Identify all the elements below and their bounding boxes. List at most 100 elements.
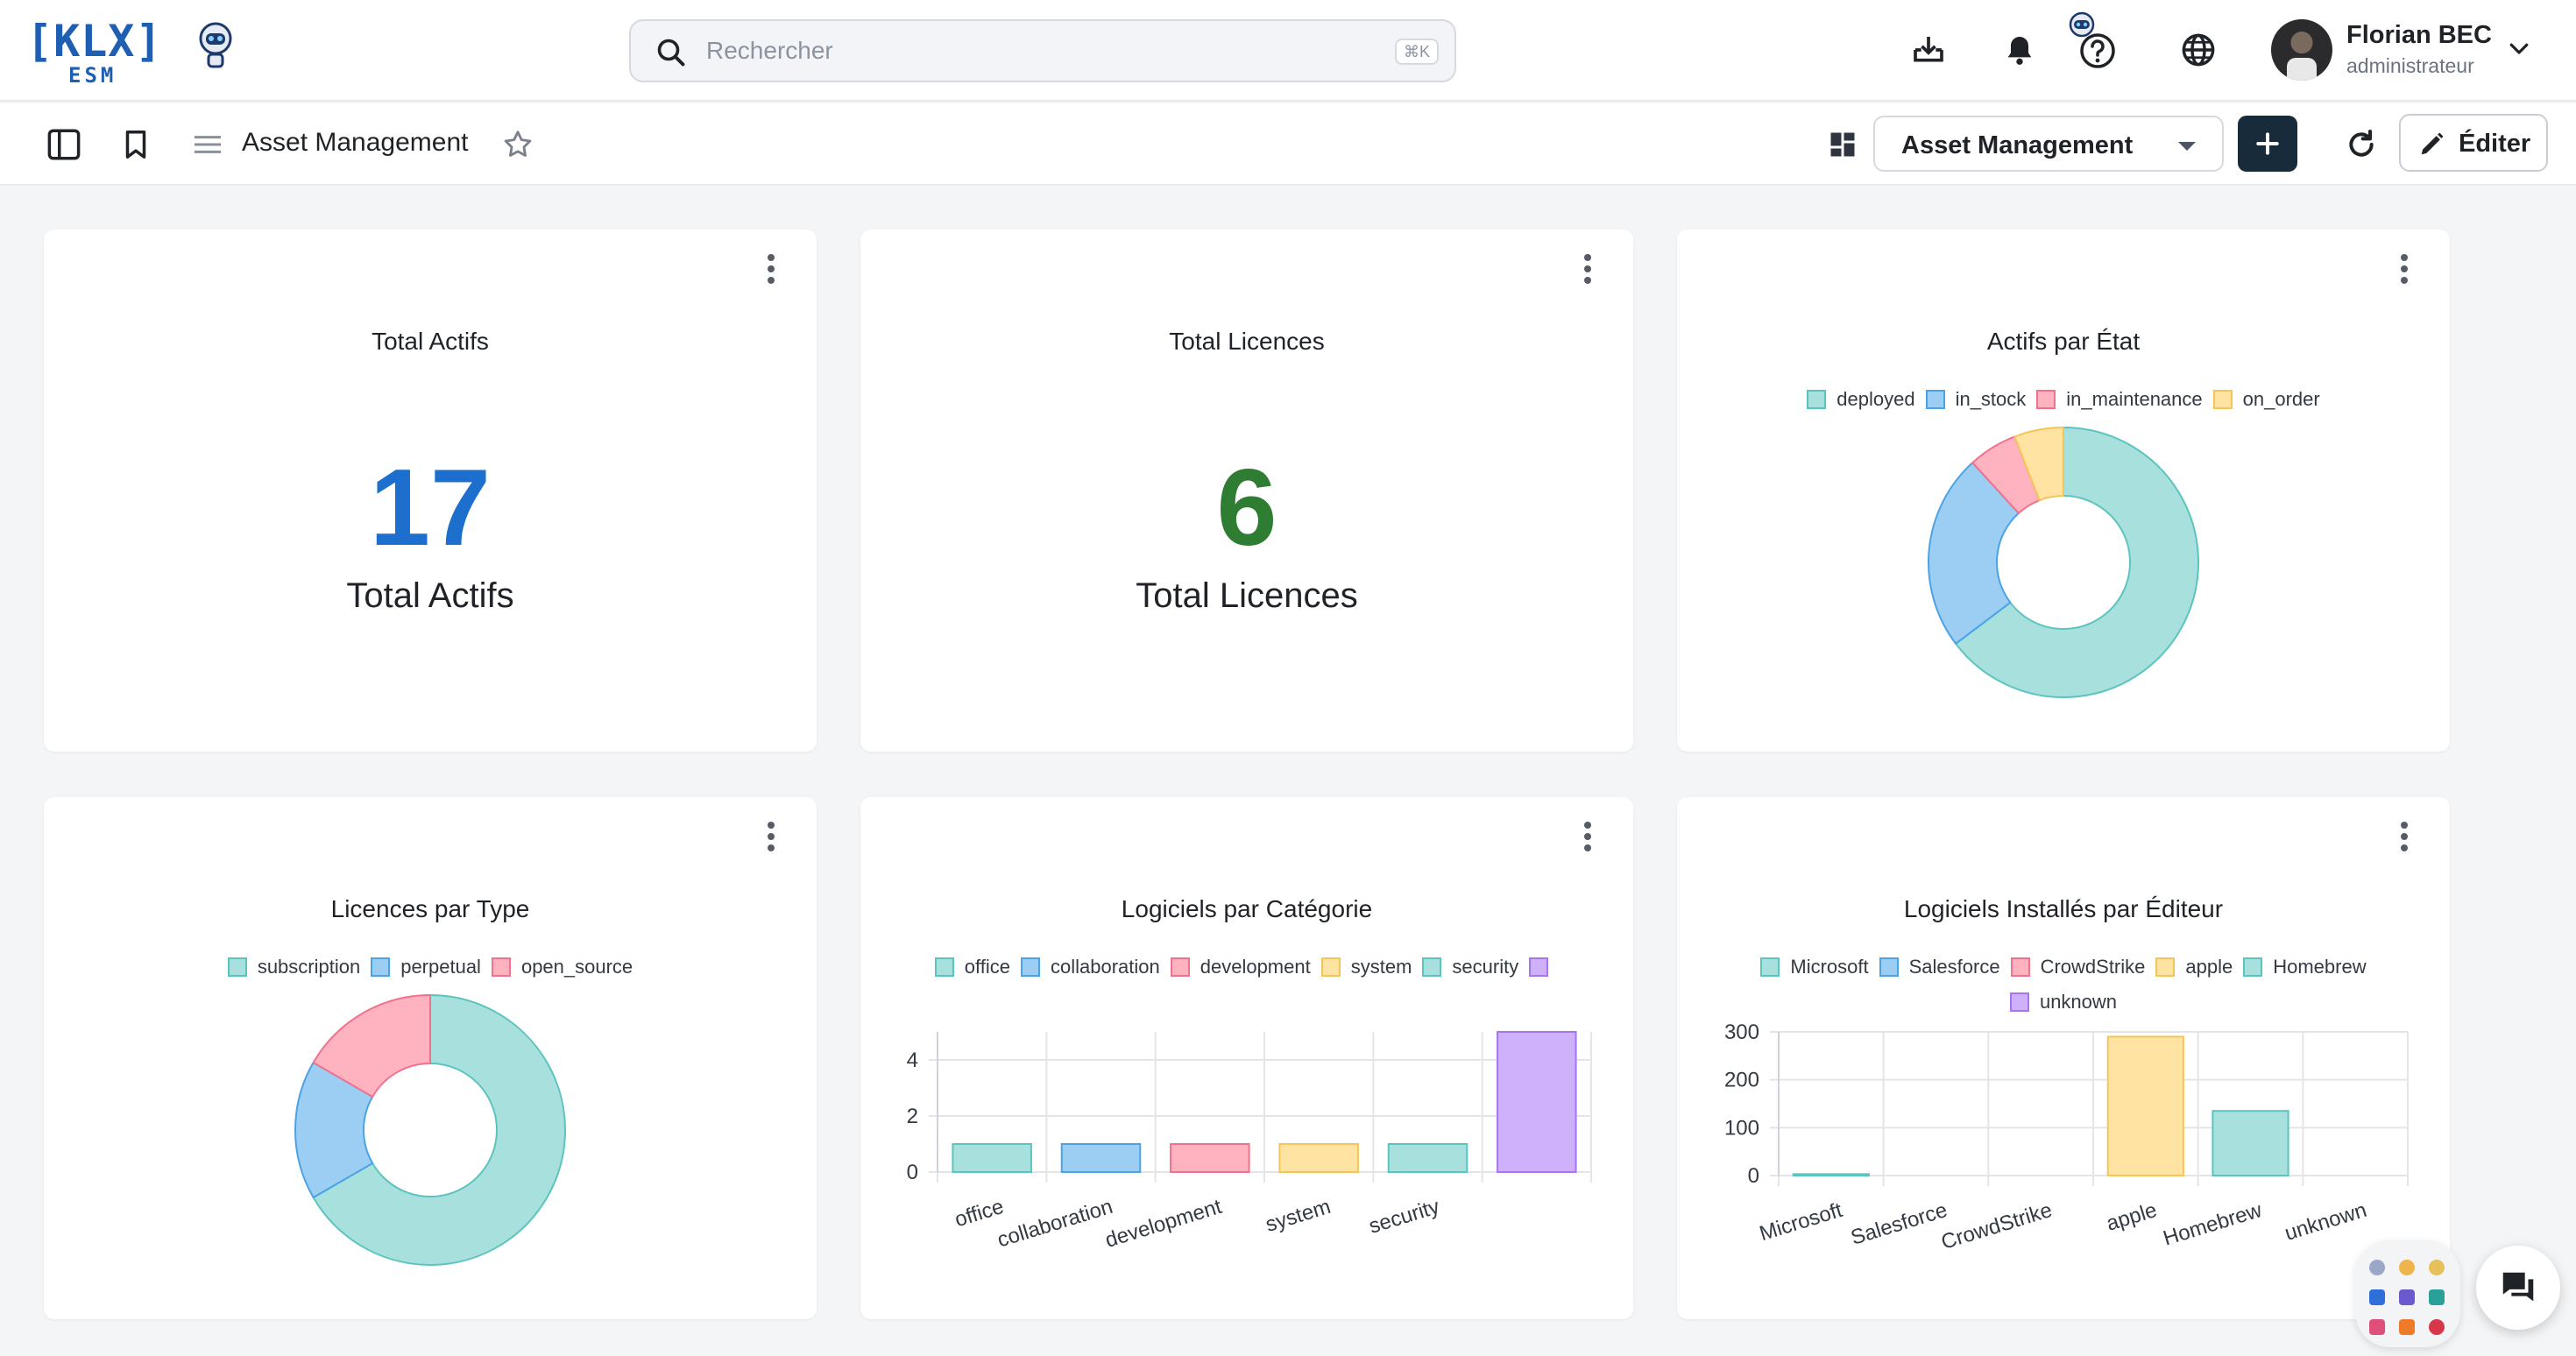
donut-slice-in_stock[interactable] bbox=[1928, 461, 2020, 646]
y-tick-label: 200 bbox=[1724, 1069, 1759, 1092]
donut-slice-deployed[interactable] bbox=[1954, 426, 2199, 698]
legend-item[interactable]: system bbox=[1320, 950, 1412, 985]
chevron-down-icon[interactable] bbox=[2506, 35, 2532, 61]
widget-menu-button[interactable] bbox=[762, 254, 780, 289]
legend-swatch bbox=[1422, 957, 1442, 977]
donut-chart bbox=[1928, 426, 2199, 698]
legend-item[interactable]: in_maintenance bbox=[2036, 382, 2203, 417]
legend-label: CrowdStrike bbox=[2040, 956, 2146, 978]
language-button[interactable] bbox=[2175, 26, 2222, 74]
toggle-sidebar-button[interactable] bbox=[40, 121, 88, 168]
kpi-value: 6 bbox=[1216, 448, 1277, 569]
star-outline-icon bbox=[504, 131, 532, 157]
legend-swatch bbox=[2212, 390, 2233, 409]
donut-slice-subscription[interactable] bbox=[312, 993, 566, 1266]
legend-item[interactable]: Salesforce bbox=[1879, 950, 2000, 985]
notifications-button[interactable] bbox=[1996, 26, 2043, 74]
search-input[interactable] bbox=[706, 33, 1320, 68]
hamburger-menu-icon bbox=[195, 136, 221, 153]
y-tick-label: 100 bbox=[1724, 1116, 1759, 1140]
legend-label: development bbox=[1200, 956, 1311, 978]
donut-chart bbox=[294, 993, 566, 1266]
plus-icon bbox=[2256, 132, 2279, 155]
widget-menu-button[interactable] bbox=[762, 822, 780, 857]
edit-button[interactable]: Éditer bbox=[2399, 114, 2548, 172]
legend-item[interactable]: on_order bbox=[2212, 382, 2320, 417]
bar-security[interactable] bbox=[1387, 1143, 1468, 1173]
widget-actifs-par-etat: Actifs par État deployed in_stock in_maint… bbox=[1677, 230, 2450, 752]
legend-item[interactable]: perpetual bbox=[371, 950, 481, 985]
widget-menu-button[interactable] bbox=[1579, 822, 1596, 857]
legend-item[interactable] bbox=[1529, 950, 1559, 985]
bar-system[interactable] bbox=[1278, 1143, 1359, 1173]
chart-legend: office collaboration development system secu… bbox=[860, 950, 1633, 985]
legend-item[interactable]: office bbox=[934, 950, 1010, 985]
widget-menu-button[interactable] bbox=[2396, 254, 2413, 289]
chat-button[interactable] bbox=[2476, 1246, 2560, 1330]
widget-total-actifs: Total Actifs 17 Total Actifs bbox=[44, 230, 817, 752]
widget-menu-button[interactable] bbox=[1579, 254, 1596, 289]
legend-item[interactable]: Microsoft bbox=[1760, 950, 1869, 985]
kebab-menu-icon bbox=[768, 254, 775, 261]
search-bar[interactable]: ⌘K bbox=[629, 19, 1456, 82]
legend-item[interactable]: security bbox=[1422, 950, 1518, 985]
legend-item[interactable]: CrowdStrike bbox=[2010, 950, 2146, 985]
kebab-menu-icon bbox=[1584, 822, 1591, 829]
download-icon bbox=[1914, 37, 1943, 62]
x-tick-label: CrowdStrike bbox=[1938, 1198, 2055, 1254]
dashboard-grid-button[interactable] bbox=[1819, 121, 1866, 168]
widget-logiciels-par-categorie: Logiciels par Catégorie office collaborat… bbox=[860, 797, 1633, 1319]
bar-apple[interactable] bbox=[2106, 1035, 2184, 1177]
app-launcher-widget[interactable] bbox=[2355, 1240, 2460, 1347]
bar-Homebrew[interactable] bbox=[2212, 1110, 2289, 1177]
bar-office[interactable] bbox=[952, 1143, 1032, 1173]
legend-item[interactable]: collaboration bbox=[1020, 950, 1160, 985]
user-name[interactable]: Florian BEC bbox=[2346, 21, 2492, 49]
favorite-button[interactable] bbox=[494, 121, 541, 168]
widget-title: Licences par Type bbox=[330, 895, 530, 922]
x-tick-label: system bbox=[1263, 1195, 1334, 1237]
download-button[interactable] bbox=[1905, 26, 1952, 74]
donut-slice-open_source[interactable] bbox=[312, 993, 431, 1098]
chart-legend: subscription perpetual open_source bbox=[44, 950, 817, 985]
legend-item[interactable]: open_source bbox=[491, 950, 633, 985]
widget-menu-button[interactable] bbox=[2396, 822, 2413, 857]
widget-title: Total Licences bbox=[1169, 328, 1325, 355]
robot-mascot-icon bbox=[199, 22, 232, 68]
donut-slice-perpetual[interactable] bbox=[294, 1061, 374, 1199]
add-widget-button[interactable] bbox=[2238, 116, 2297, 172]
legend-swatch bbox=[2155, 957, 2176, 977]
refresh-button[interactable] bbox=[2338, 121, 2385, 168]
legend-swatch bbox=[1170, 957, 1190, 977]
dashboard-grid-icon bbox=[1830, 132, 1855, 157]
bar-collaboration[interactable] bbox=[1060, 1143, 1142, 1173]
legend-item[interactable]: subscription bbox=[227, 950, 360, 985]
legend-label: security bbox=[1452, 956, 1519, 978]
legend-item[interactable]: development bbox=[1170, 950, 1311, 985]
bar-Microsoft[interactable] bbox=[1792, 1173, 1870, 1176]
legend-item[interactable]: in_stock bbox=[1925, 382, 2026, 417]
bookmark-icon bbox=[125, 131, 146, 159]
bar-uncategorized[interactable] bbox=[1497, 1031, 1577, 1173]
x-tick-label: collaboration bbox=[994, 1195, 1115, 1253]
widget-licences-par-type: Licences par Type subscription perpetual o… bbox=[44, 797, 817, 1319]
legend-item[interactable]: deployed bbox=[1807, 382, 1915, 417]
y-tick-label: 2 bbox=[907, 1105, 918, 1128]
help-assistant-button[interactable] bbox=[2063, 9, 2124, 74]
kebab-menu-icon bbox=[2401, 254, 2408, 261]
donut-slice-on_order[interactable] bbox=[2013, 426, 2064, 502]
bookmarks-button[interactable] bbox=[112, 121, 159, 168]
user-avatar[interactable] bbox=[2271, 19, 2332, 81]
legend-item[interactable]: apple bbox=[2155, 950, 2233, 985]
legend-item[interactable]: Homebrew bbox=[2243, 950, 2367, 985]
app-logo[interactable]: [KLX] ESM bbox=[26, 18, 232, 88]
legend-swatch bbox=[371, 957, 391, 977]
dashboard-select-value: Asset Management bbox=[1901, 131, 2134, 159]
kpi-label: Total Licences bbox=[1136, 576, 1358, 615]
globe-icon bbox=[2182, 33, 2215, 67]
menu-button[interactable] bbox=[184, 121, 231, 168]
bar-development[interactable] bbox=[1170, 1143, 1250, 1173]
y-tick-label: 0 bbox=[1748, 1164, 1759, 1188]
legend-item[interactable]: unknown bbox=[2009, 985, 2117, 1020]
dashboard-select[interactable]: Asset Management bbox=[1873, 116, 2224, 172]
